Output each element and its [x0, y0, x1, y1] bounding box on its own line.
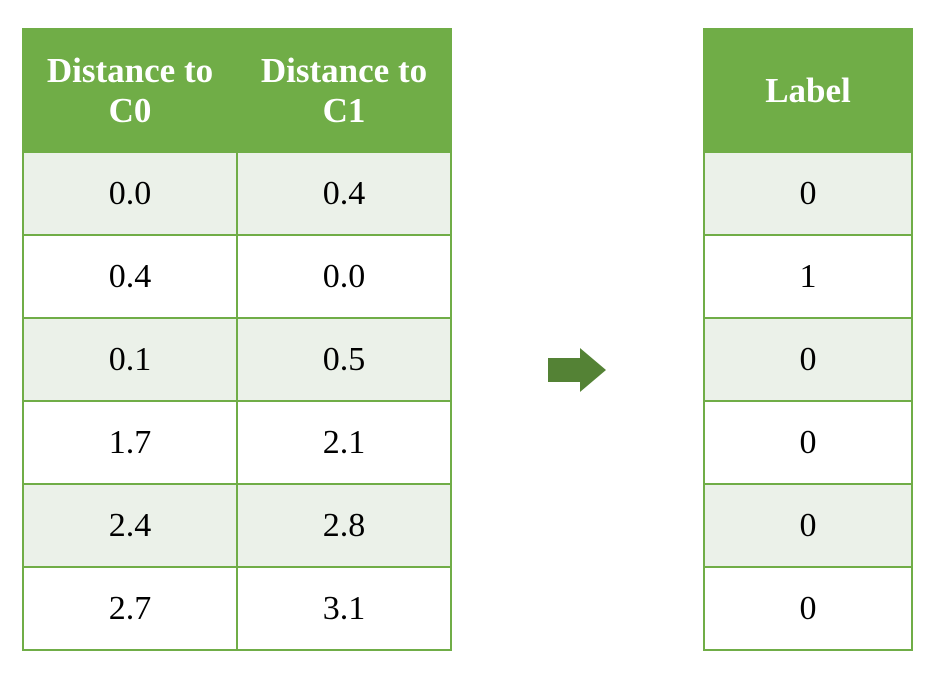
cell: 0 — [703, 566, 913, 651]
table-row: 2.7 3.1 — [22, 566, 452, 651]
cell: 2.1 — [236, 400, 452, 485]
cell: 0 — [703, 400, 913, 485]
table-row: 2.4 2.8 — [22, 483, 452, 568]
cell: 0.0 — [236, 234, 452, 319]
table-row: 0.1 0.5 — [22, 317, 452, 402]
header-cell: Distance to C1 — [236, 28, 452, 153]
table-row: 0 — [703, 483, 913, 568]
cell: 0 — [703, 317, 913, 402]
label-table: Label 0 1 0 0 0 0 — [703, 28, 913, 651]
cell: 0.4 — [22, 234, 238, 319]
cell: 1 — [703, 234, 913, 319]
table-row: 0 — [703, 400, 913, 485]
cell: 2.7 — [22, 566, 238, 651]
arrow-shape — [548, 348, 606, 392]
table-row: 0.0 0.4 — [22, 151, 452, 236]
cell: 0.5 — [236, 317, 452, 402]
table-row: 0 — [703, 151, 913, 236]
table-row: 0 — [703, 566, 913, 651]
table-row: 0 — [703, 317, 913, 402]
cell: 1.7 — [22, 400, 238, 485]
cell: 0 — [703, 483, 913, 568]
header-cell: Distance to C0 — [22, 28, 238, 153]
header-cell: Label — [703, 28, 913, 153]
table-row: 0.4 0.0 — [22, 234, 452, 319]
cell: 0.4 — [236, 151, 452, 236]
cell: 3.1 — [236, 566, 452, 651]
table-row: 1.7 2.1 — [22, 400, 452, 485]
header-row: Label — [703, 28, 913, 153]
cell: 0.0 — [22, 151, 238, 236]
distance-table: Distance to C0 Distance to C1 0.0 0.4 0.4 0.0… — [22, 28, 452, 651]
cell: 2.4 — [22, 483, 238, 568]
cell: 0 — [703, 151, 913, 236]
header-row: Distance to C0 Distance to C1 — [22, 28, 452, 153]
table-row: 1 — [703, 234, 913, 319]
cell: 0.1 — [22, 317, 238, 402]
arrow — [548, 348, 606, 392]
cell: 2.8 — [236, 483, 452, 568]
